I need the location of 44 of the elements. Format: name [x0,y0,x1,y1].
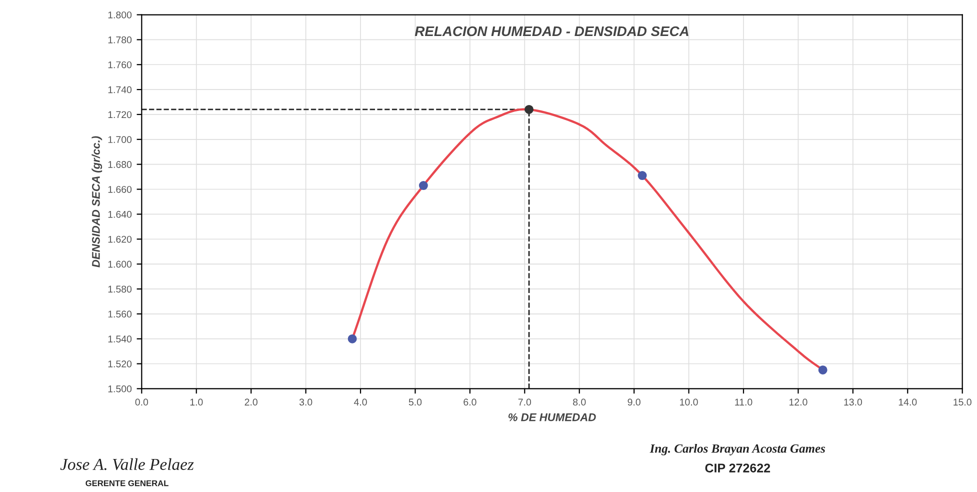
x-tick-label: 6.0 [464,398,476,406]
x-tick-label: 12.0 [789,398,808,406]
x-tick-label: 14.0 [898,398,917,406]
y-tick-label: 1.600 [108,260,132,268]
point [418,181,428,190]
y-tick-label: 1.800 [108,11,132,18]
x-tick-label: 15.0 [954,398,972,406]
y-tick-label: 1.720 [108,111,132,118]
point [818,365,828,374]
x-tick-label: 8.0 [573,398,586,406]
y-tick-label: 1.500 [108,385,132,392]
point [348,334,357,344]
y-tick-label: 1.780 [108,36,132,44]
x-tick-label: 11.0 [735,398,752,406]
y-tick-label: 1.540 [108,336,132,342]
x-axis-title: % DE HUMEDAD [508,413,596,422]
y-tick-label: 1.760 [108,61,132,68]
text: Jose A. Valle Pelaez [60,458,194,470]
y-tick-label: 1.640 [108,210,132,218]
x-tick-label: 10.0 [680,398,698,406]
y-tick-label: 1.520 [108,360,132,368]
x-tick-label: 13.0 [844,398,862,406]
x-tick-label: 2.0 [244,398,258,406]
y-tick-label: 1.700 [108,136,132,144]
text: CIP 272622 [705,464,770,472]
x-tick-label: 3.0 [299,398,312,406]
x-tick-label: 9.0 [628,398,640,406]
x-tick-label: 4.0 [354,398,367,406]
y-tick-label: 1.560 [108,310,132,318]
text: Ing. Carlos Brayan Acosta Games [650,444,826,456]
x-tick-label: 0.0 [135,398,148,406]
point [524,104,534,114]
y-tick-label: 1.680 [108,161,132,168]
y-tick-label: 1.620 [108,236,132,243]
text: GERENTE GENERAL [86,480,168,486]
y-tick-label: 1.660 [108,186,132,193]
y-tick-label: 1.580 [108,286,132,293]
x-tick-label: 1.0 [190,398,203,406]
y-tick-label: 1.740 [108,86,132,94]
x-tick-label: 7.0 [518,398,532,406]
point [638,171,647,180]
y-axis-title: DENSIDAD SECA (gr/cc.) [92,136,102,268]
text: RELACION HUMEDAD - DENSIDAD SECA [414,26,688,36]
x-tick-label: 5.0 [408,398,422,406]
